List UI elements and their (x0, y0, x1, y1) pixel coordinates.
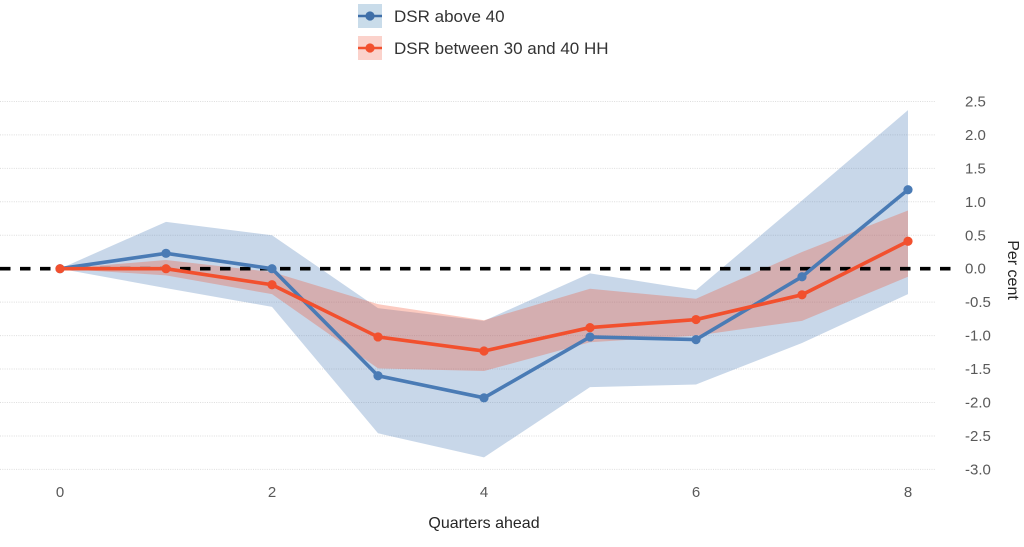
svg-text:1.5: 1.5 (965, 160, 986, 177)
svg-text:2: 2 (268, 484, 276, 501)
svg-text:-1.0: -1.0 (965, 328, 991, 345)
svg-text:-0.5: -0.5 (965, 294, 991, 311)
svg-text:8: 8 (904, 484, 912, 501)
svg-text:Per cent: Per cent (1004, 240, 1021, 300)
svg-text:0: 0 (56, 484, 64, 501)
svg-text:2.0: 2.0 (965, 127, 986, 144)
svg-text:2.5: 2.5 (965, 93, 986, 110)
svg-text:-1.5: -1.5 (965, 361, 991, 378)
svg-text:0.0: 0.0 (965, 261, 986, 278)
svg-text:-2.5: -2.5 (965, 428, 991, 445)
svg-text:DSR above 40: DSR above 40 (394, 7, 505, 26)
svg-text:1.0: 1.0 (965, 194, 986, 211)
svg-text:6: 6 (692, 484, 700, 501)
svg-text:Quarters ahead: Quarters ahead (428, 515, 539, 532)
svg-text:-3.0: -3.0 (965, 461, 991, 478)
svg-text:4: 4 (480, 484, 488, 501)
svg-text:-2.0: -2.0 (965, 395, 991, 412)
svg-text:DSR between 30 and 40 HH: DSR between 30 and 40 HH (394, 39, 609, 58)
svg-text:0.5: 0.5 (965, 227, 986, 244)
